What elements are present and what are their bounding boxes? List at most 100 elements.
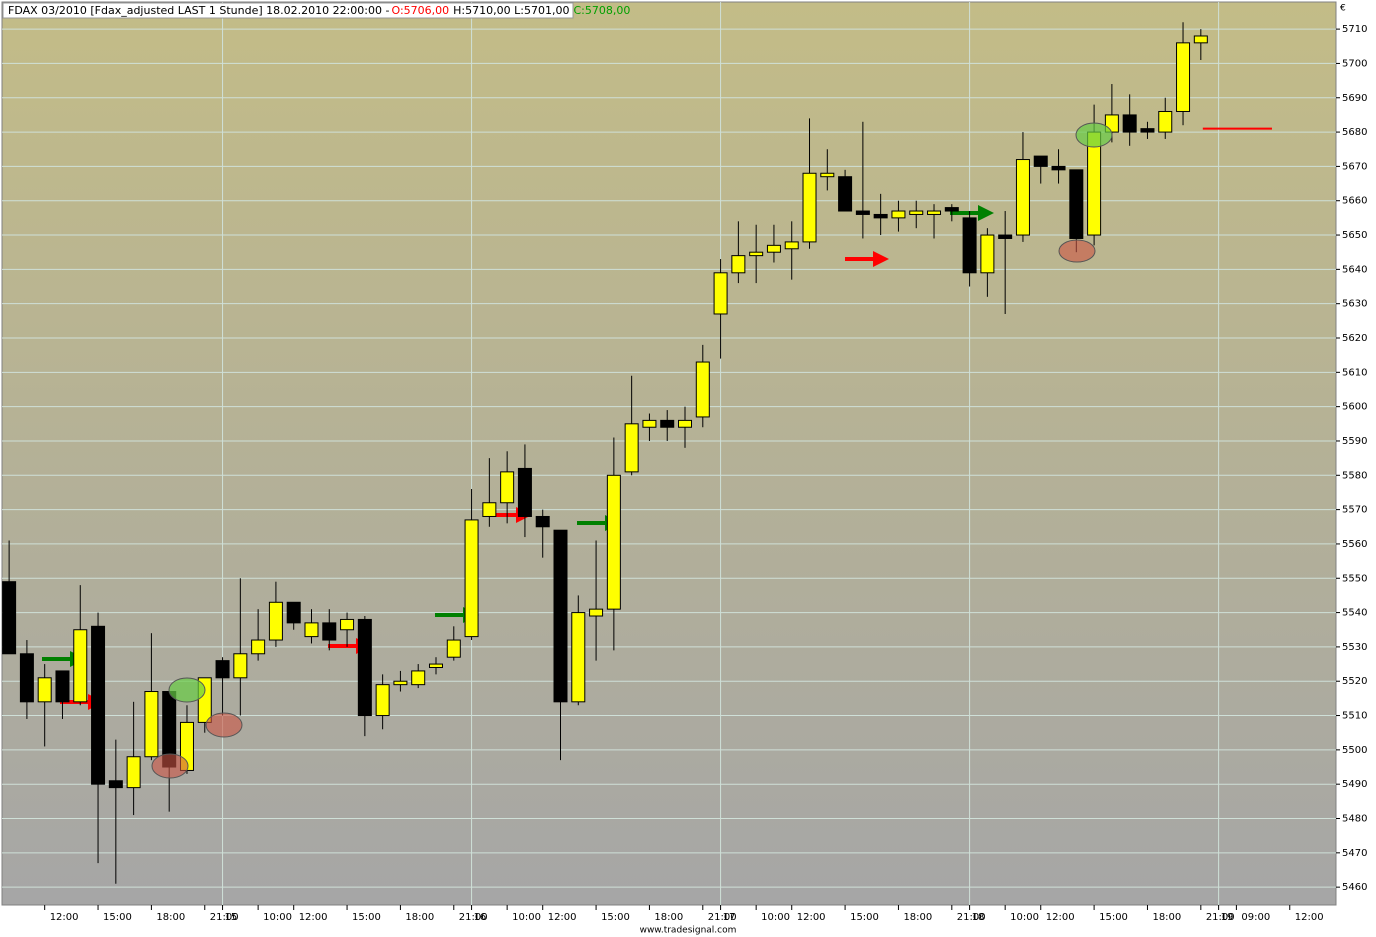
x-tick-label: 15:00 [1099,912,1128,923]
y-tick-label: 5500 [1342,745,1367,756]
candle-body [1015,159,1030,236]
candle-body [713,272,728,315]
candle-body [909,210,924,215]
candle-body [144,691,159,758]
candle-body [962,217,977,274]
candle-body [944,207,959,212]
candle-body [375,684,390,717]
x-tick-label: 12:00 [50,912,79,923]
y-tick-label: 5700 [1342,58,1367,69]
x-tick-label: 18 [972,912,985,923]
candle-body [980,234,995,274]
title-hl: H:5710,00 L:5701,00 [453,4,569,17]
candle-body [1140,128,1155,133]
y-tick-label: 5660 [1342,196,1367,207]
y-tick-label: 5580 [1342,470,1367,481]
y-tick-label: 5570 [1342,505,1367,516]
footer: www.tradesignal.com [640,926,737,936]
candle-body [108,780,123,789]
x-tick-label: 15:00 [352,912,381,923]
plot-area [1,1,1337,906]
y-tick-label: 5480 [1342,814,1367,825]
candle-body [678,419,693,428]
candle-body [517,467,532,517]
x-tick-label: 10:00 [263,912,292,923]
x-tick-label: 12:00 [548,912,577,923]
y-tick-label: 5520 [1342,676,1367,687]
x-tick-label: 12:00 [299,912,328,923]
x-tick-label: 21:00 [459,912,488,923]
candle-body [766,244,781,253]
candle-body [304,622,319,638]
candle-body [482,502,497,517]
y-tick-label: 5460 [1342,882,1367,893]
y-tick-label: 5530 [1342,642,1367,653]
candle-body [1051,165,1066,171]
y-tick-label: 5560 [1342,539,1367,550]
candle-body [784,241,799,250]
x-tick-label: 19 [1221,912,1234,923]
title-close: C:5708,00 [573,4,630,17]
chart-title: FDAX 03/2010 [Fdax_adjusted LAST 1 Stund… [8,4,390,17]
candle-body [268,601,283,641]
y-tick-label: 5600 [1342,402,1367,413]
x-tick-label: 12:00 [1295,912,1324,923]
candle-body [55,670,70,703]
candle-body [891,210,906,219]
candle-body [73,629,88,703]
candle-body [1087,131,1102,236]
candle-body [660,419,675,428]
title-open: O:5706,00 [391,4,449,17]
x-tick-label: 17 [723,912,736,923]
candle-body [322,622,337,641]
y-tick-label: 5540 [1342,608,1367,619]
candle-body [286,601,301,624]
candle-body [464,519,479,638]
candle-body [500,471,515,504]
y-tick-label: 5680 [1342,127,1367,138]
x-tick-label: 18:00 [903,912,932,923]
y-tick-label: 5490 [1342,779,1367,790]
x-tick-label: 21:00 [210,912,239,923]
y-tick-label: 5710 [1342,24,1367,35]
candle-body [571,612,586,703]
candle-body [1158,110,1173,133]
candle-body [446,639,461,658]
x-tick-label: 15:00 [601,912,630,923]
x-tick-label: 18:00 [654,912,683,923]
x-tick-label: 15:00 [103,912,132,923]
candle-body [233,653,248,679]
candle-body [642,419,657,428]
x-tick-label: 10:00 [1010,912,1039,923]
candle-body [838,176,853,212]
candle-body [624,423,639,473]
candle-body [37,677,52,703]
candle-body [340,618,355,631]
x-tick-label: 16 [474,912,487,923]
candle-body [820,172,835,178]
candle-body [357,618,372,717]
x-tick-label: 12:00 [1046,912,1075,923]
candle-body [749,251,764,257]
y-tick-label: 5610 [1342,367,1367,378]
x-tick-label: 21:00 [708,912,737,923]
y-tick-label: 5650 [1342,230,1367,241]
candle-body [695,361,710,418]
candle-body [553,529,568,703]
candle-body [91,625,106,785]
x-tick-label: 09:00 [1241,912,1270,923]
candle-body [215,660,230,679]
candle-body [927,210,942,215]
y-tick-label: 5640 [1342,264,1367,275]
y-tick-label: 5690 [1342,93,1367,104]
x-tick-label: 15 [225,912,238,923]
candle-body [731,255,746,274]
candle-body [251,639,266,655]
x-tick-label: 10:00 [761,912,790,923]
candle-body [1176,42,1191,112]
candle-body [1069,169,1084,239]
candle-body [589,608,604,617]
x-tick-label: 10:00 [512,912,541,923]
candle-body [1033,155,1048,167]
